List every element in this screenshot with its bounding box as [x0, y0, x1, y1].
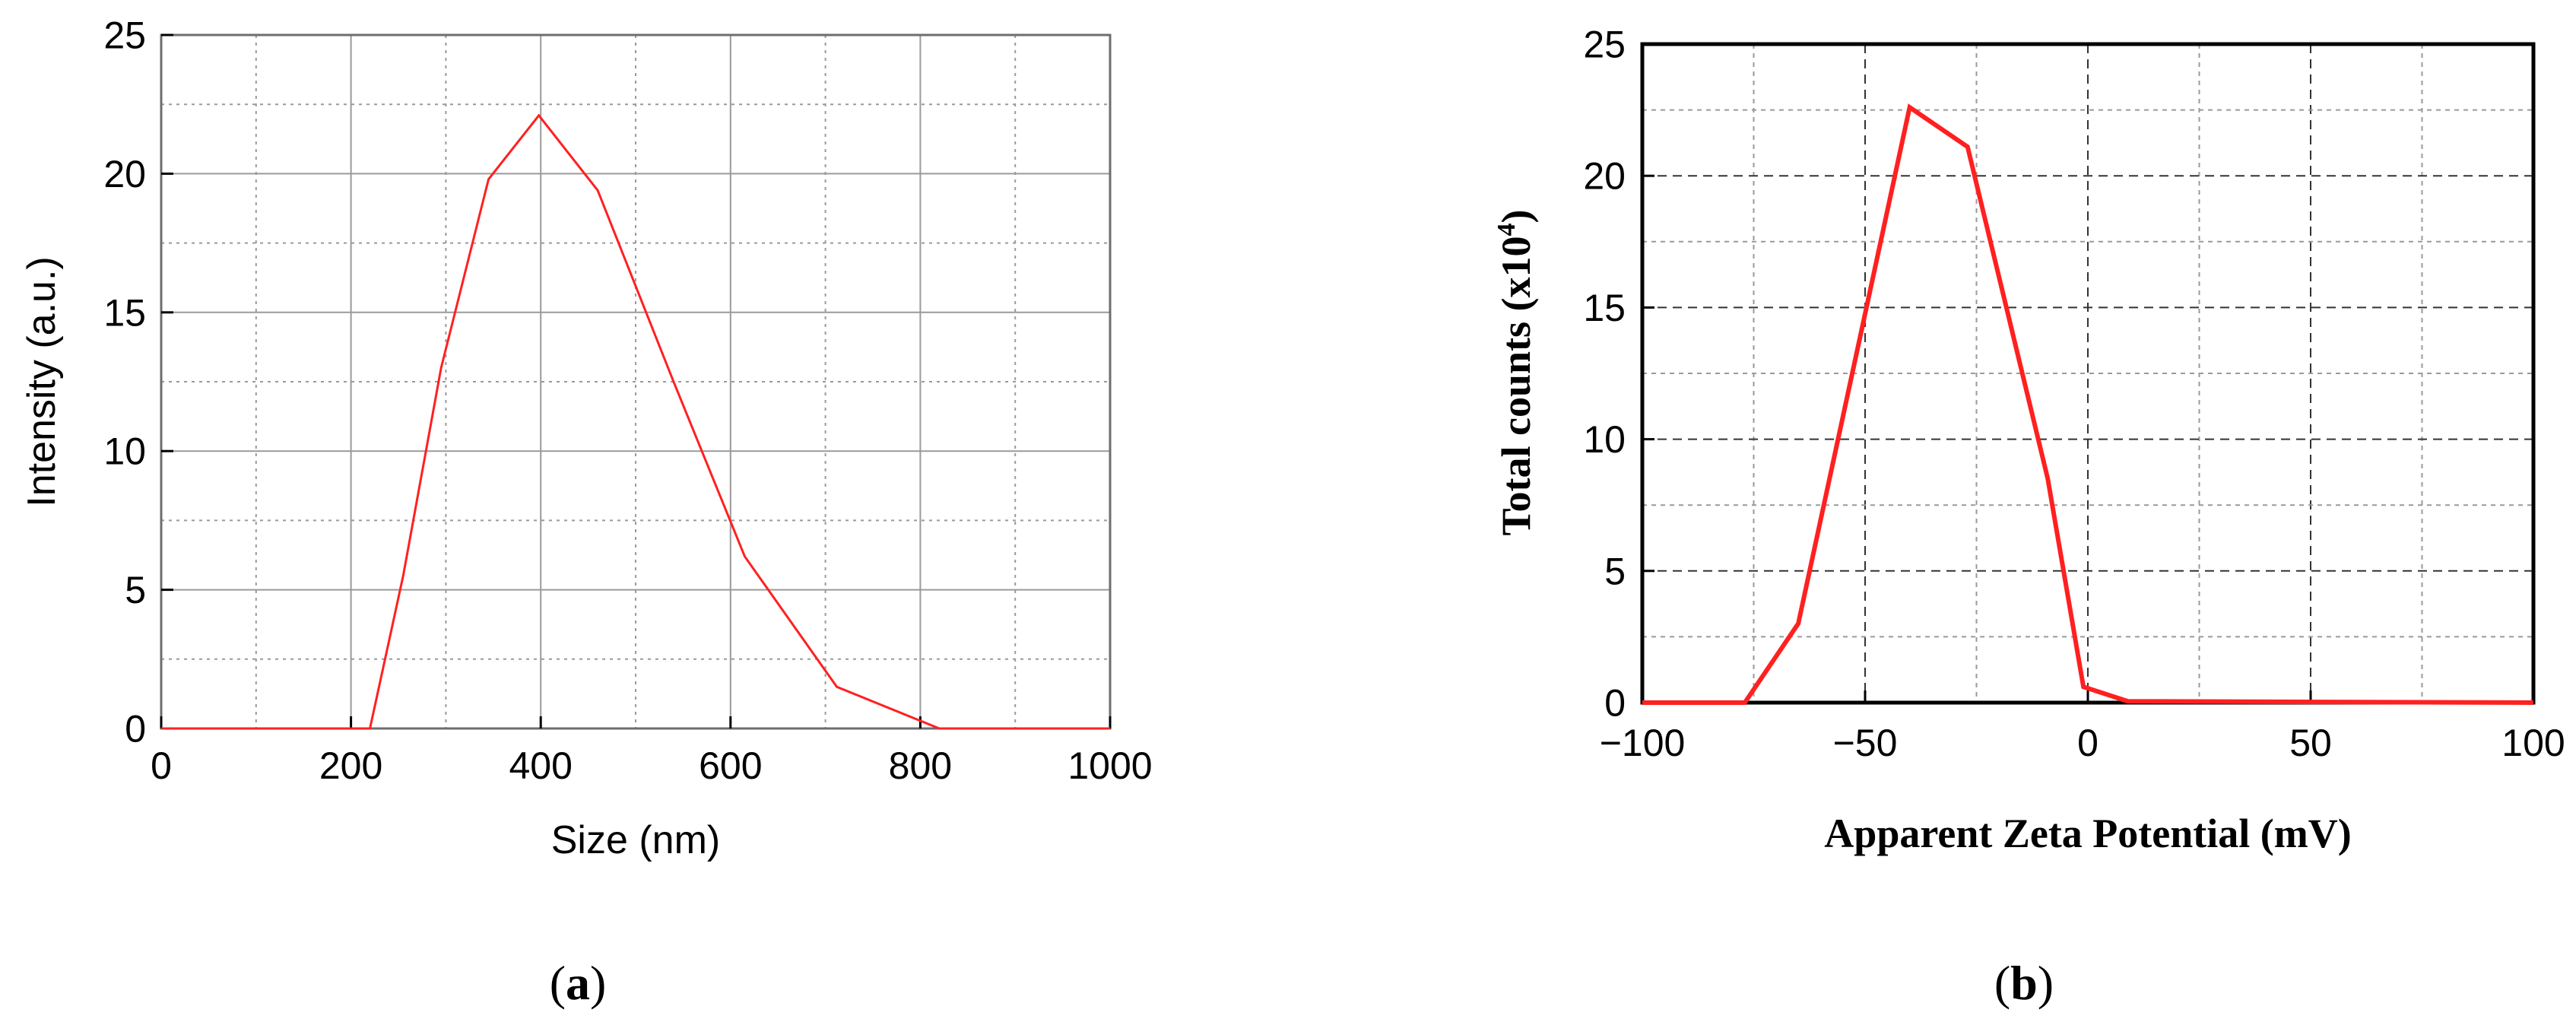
chart-b-tick-labels: −100 −50 0 50 100 0 5 10 15 20 25 — [1583, 24, 2565, 765]
chart-b-series — [1642, 103, 2534, 705]
panel-b-label-open: ( — [1994, 956, 2010, 1010]
panel-a-label-letter: a — [566, 956, 590, 1010]
chart-a-series — [161, 113, 1110, 730]
chart-b-x-axis-title: Apparent Zeta Potential (mV) — [1824, 811, 2351, 856]
chart-a-x-tick-label: 1000 — [1068, 744, 1152, 787]
chart-a-y-tick-label: 20 — [103, 153, 146, 195]
chart-a-y-tick-label: 15 — [103, 291, 146, 334]
chart-b-grid — [1642, 43, 2534, 703]
chart-a-x-tick-label: 400 — [509, 744, 572, 787]
chart-a-y-axis-title: Intensity (a.u.) — [20, 256, 64, 506]
panel-a-label-close: ) — [590, 956, 606, 1010]
chart-b-y-axis-title-close: ) — [1493, 209, 1539, 223]
chart-a-x-tick-label: 200 — [319, 744, 382, 787]
chart-a-tick-labels: 0 200 400 600 800 1000 0 5 10 15 20 25 — [103, 14, 1152, 788]
chart-b-x-tick-label: 0 — [2077, 722, 2099, 764]
panel-a-label-open: ( — [550, 956, 566, 1010]
chart-b-y-tick-label: 0 — [1604, 682, 1626, 725]
panel-b-label-letter: b — [2010, 956, 2038, 1010]
chart-b-y-tick-label: 20 — [1583, 155, 1626, 198]
chart-a-y-tick-label: 10 — [103, 430, 146, 473]
chart-b: −100 −50 0 50 100 0 5 10 15 20 25 Apparent Zeta Po… — [1493, 24, 2565, 1011]
chart-a-series-line — [161, 113, 1110, 730]
chart-b-y-tick-label: 5 — [1604, 550, 1626, 592]
chart-b-y-tick-label: 10 — [1583, 418, 1626, 461]
chart-a-y-tick-label: 0 — [125, 708, 146, 751]
chart-a-y-tick-label: 25 — [103, 14, 146, 57]
chart-a-x-axis-title: Size (nm) — [551, 818, 720, 862]
chart-b-series-line — [1642, 103, 2534, 705]
chart-a-y-tick-label: 5 — [125, 569, 146, 611]
panel-b-label: (b) — [1994, 956, 2054, 1010]
chart-b-x-tick-label: 50 — [2289, 722, 2332, 764]
chart-a-x-tick-label: 800 — [889, 744, 952, 787]
chart-b-y-tick-label: 25 — [1583, 24, 1626, 66]
chart-b-y-axis-title-sup: 4 — [1493, 223, 1521, 236]
panel-a-label: (a) — [550, 956, 607, 1010]
chart-a: 0 200 400 600 800 1000 0 5 10 15 20 25 Size (nm) In… — [20, 14, 1153, 1011]
chart-a-x-tick-label: 0 — [151, 744, 172, 787]
chart-a-plot-frame — [160, 33, 1112, 730]
panel-b-label-close: ) — [2038, 956, 2054, 1010]
chart-b-y-axis-title: Total counts (x104) — [1493, 209, 1539, 535]
chart-b-y-axis-title-main: Total counts (x10 — [1493, 236, 1539, 535]
chart-a-x-tick-label: 600 — [699, 744, 762, 787]
chart-b-x-tick-label: −50 — [1833, 722, 1898, 764]
chart-b-y-tick-label: 15 — [1583, 287, 1626, 329]
chart-b-x-tick-label: 100 — [2501, 722, 2565, 764]
chart-b-x-tick-label: −100 — [1600, 722, 1686, 764]
chart-a-grid — [160, 34, 1111, 729]
